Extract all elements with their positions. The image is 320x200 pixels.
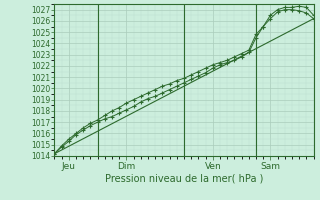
X-axis label: Pression niveau de la mer( hPa ): Pression niveau de la mer( hPa ) [105, 173, 263, 183]
